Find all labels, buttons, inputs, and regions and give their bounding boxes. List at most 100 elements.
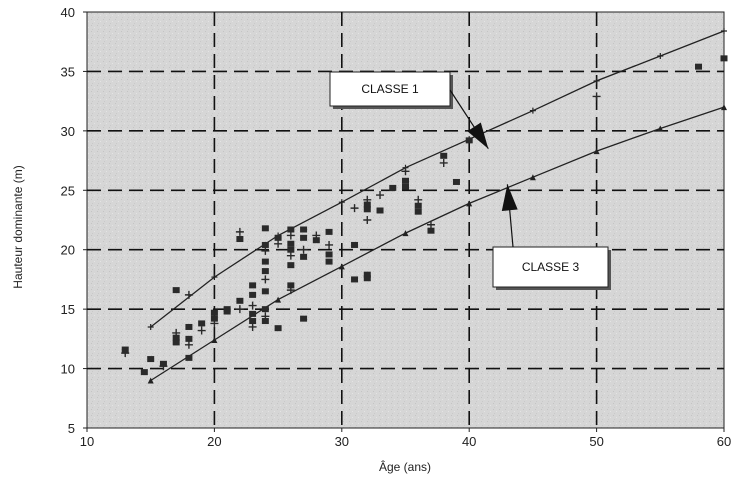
data-point xyxy=(248,301,257,310)
curve-marker xyxy=(466,200,473,207)
data-point xyxy=(236,297,244,304)
callout-arrowhead xyxy=(501,184,518,211)
data-point xyxy=(121,349,130,358)
curve-marker xyxy=(211,337,218,344)
y-tick-label: 20 xyxy=(61,243,75,258)
data-point xyxy=(287,282,295,289)
data-point xyxy=(351,241,359,248)
data-point xyxy=(274,234,282,241)
data-point xyxy=(249,318,257,325)
data-point xyxy=(363,275,371,282)
data-point xyxy=(402,177,409,184)
data-point xyxy=(248,322,257,331)
curve-marker xyxy=(721,28,727,35)
y-tick-label: 10 xyxy=(61,362,75,377)
curve-marker xyxy=(657,52,664,59)
y-tick-label: 30 xyxy=(61,124,75,139)
data-point xyxy=(197,326,206,335)
data-point xyxy=(184,340,193,349)
callout-box xyxy=(492,246,609,288)
curve-marker xyxy=(402,230,409,237)
callout-2: CLASSE 3 xyxy=(492,184,611,290)
data-point xyxy=(274,239,283,248)
data-point xyxy=(426,220,435,229)
data-point xyxy=(325,240,334,249)
data-point xyxy=(287,262,295,269)
data-point xyxy=(185,335,193,342)
data-point xyxy=(376,191,385,200)
callouts: CLASSE 1 CLASSE 3 xyxy=(329,71,611,290)
x-axis-label: Âge (ans) xyxy=(379,459,431,474)
x-tick-label: 50 xyxy=(589,434,603,449)
data-point xyxy=(286,286,295,295)
curve-marker xyxy=(147,323,154,330)
data-point xyxy=(363,216,372,224)
data-point xyxy=(274,325,282,332)
data-point xyxy=(185,323,193,330)
data-point xyxy=(249,291,257,298)
callout-label: CLASSE 1 xyxy=(361,82,419,96)
x-tick-label: 20 xyxy=(207,434,221,449)
data-point xyxy=(159,360,167,367)
data-point xyxy=(261,246,270,255)
data-point xyxy=(389,184,397,191)
data-point xyxy=(140,369,148,376)
y-tick-label: 15 xyxy=(61,302,75,317)
data-point xyxy=(261,306,269,313)
data-point xyxy=(363,271,371,278)
data-point xyxy=(465,137,473,144)
data-point xyxy=(300,234,308,241)
tick-labels: 10 20 30 40 50 60 5 10 15 20 25 30 35 40 xyxy=(61,5,732,449)
data-point xyxy=(452,178,460,185)
data-point xyxy=(185,354,193,361)
data-point xyxy=(236,236,244,243)
data-point xyxy=(210,319,219,328)
data-point xyxy=(223,308,231,315)
data-point xyxy=(312,237,320,244)
data-point xyxy=(325,251,333,258)
data-point xyxy=(286,251,295,260)
data-point xyxy=(286,231,295,240)
data-point xyxy=(363,206,371,213)
x-tick-label: 10 xyxy=(80,434,94,449)
data-point xyxy=(300,253,308,260)
curve-marker xyxy=(211,274,218,281)
y-tick-label: 25 xyxy=(61,183,75,198)
data-point xyxy=(172,334,180,341)
data-point xyxy=(261,225,269,232)
curve-classe-1 xyxy=(150,30,725,328)
curve-marker xyxy=(657,125,664,132)
y-axis-label: Hauteur dominante (m) xyxy=(11,165,25,288)
data-point xyxy=(261,275,270,284)
data-point xyxy=(261,268,269,275)
data-point xyxy=(287,240,295,247)
data-point xyxy=(414,208,422,215)
data-point xyxy=(325,228,333,235)
callout-arrowhead xyxy=(467,122,489,149)
curve-marker xyxy=(529,107,536,114)
callout-box xyxy=(329,71,451,107)
data-point xyxy=(261,318,269,325)
y-tick-label: 40 xyxy=(61,5,75,20)
data-point xyxy=(376,207,384,214)
curve-marker xyxy=(529,174,536,181)
data-point xyxy=(351,276,359,283)
data-point xyxy=(235,305,244,314)
data-point xyxy=(172,339,180,346)
data-point xyxy=(210,315,218,322)
curve-marker xyxy=(593,148,600,155)
data-point xyxy=(249,310,257,317)
data-point xyxy=(414,195,423,204)
callout-1: CLASSE 1 xyxy=(329,71,489,150)
data-point xyxy=(363,201,371,208)
data-point xyxy=(287,246,295,253)
x-tick-label: 60 xyxy=(717,434,731,449)
data-point xyxy=(287,226,295,233)
data-point xyxy=(440,152,448,159)
data-point xyxy=(300,315,308,322)
data-point xyxy=(325,258,333,265)
data-point xyxy=(695,63,703,70)
y-tick-label: 5 xyxy=(68,421,75,436)
data-point xyxy=(261,258,269,265)
